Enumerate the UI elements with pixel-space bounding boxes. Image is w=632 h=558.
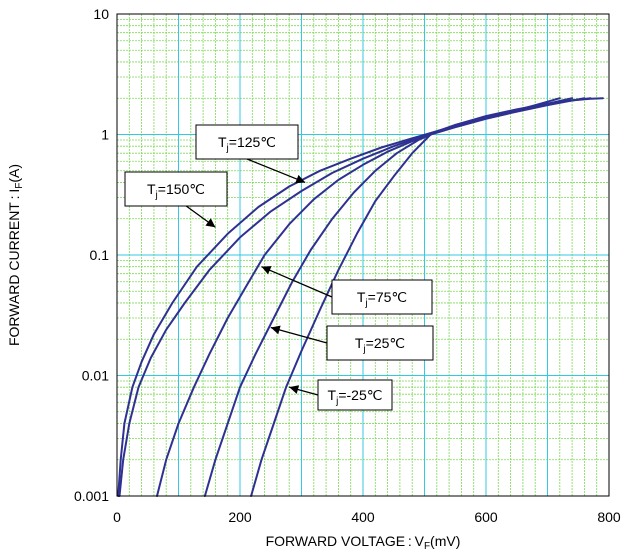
annotation-callout: Tj=75℃ (261, 266, 433, 315)
series-line--25 (250, 97, 604, 497)
annotation-arrowhead (261, 266, 272, 275)
annotation-arrow-line (246, 158, 306, 184)
annotation-callout: Tj=-25℃ (289, 379, 393, 411)
x-tick-label: 200 (228, 509, 252, 525)
annotation-box (317, 379, 393, 411)
y-tick-label: 1 (101, 127, 109, 143)
x-tick-label: 0 (113, 509, 121, 525)
y-tick-label: 0.1 (90, 247, 110, 263)
annotation-arrowhead (205, 218, 216, 228)
annotation-label: Tj=125℃ (218, 134, 276, 154)
annotation-box (331, 279, 433, 315)
x-axis-title: FORWARD VOLTAGE : VF(mV) (266, 533, 461, 552)
series-layer (117, 97, 604, 497)
series-line-75 (156, 97, 586, 497)
plot-frame (116, 13, 610, 497)
y-tick-labels: 0.001 0.01 0.1 1 10 (74, 6, 109, 504)
x-tick-label: 800 (597, 509, 621, 525)
annotation-arrowhead (289, 385, 300, 394)
y-axis-title: FORWARD CURRENT : IF(A) (6, 164, 25, 346)
annotations: Tj=125℃ Tj=150℃ Tj=75℃ Tj=25℃ Tj=-25℃ (124, 124, 434, 411)
y-tick-label: 0.01 (82, 368, 109, 384)
annotation-label: Tj=150℃ (147, 181, 205, 201)
annotation-label: Tj=25℃ (355, 335, 405, 355)
annotation-callout: Tj=125℃ (195, 124, 306, 184)
annotation-arrowhead (270, 325, 281, 335)
annotation-callout: Tj=150℃ (124, 171, 228, 228)
annotation-box (124, 171, 228, 207)
annotation-arrowhead (295, 174, 306, 184)
annotation-box (195, 124, 299, 160)
annotation-label: Tj=-25℃ (328, 387, 383, 407)
annotation-label: Tj=75℃ (357, 289, 407, 309)
annotation-arrow-line (261, 266, 333, 298)
major-gridlines (117, 14, 609, 496)
annotation-arrow-line (270, 326, 328, 344)
annotation-box (326, 325, 434, 361)
annotation-callout: Tj=25℃ (270, 325, 434, 361)
y-tick-label: 10 (93, 6, 109, 22)
x-tick-label: 600 (474, 509, 498, 525)
x-tick-label: 400 (351, 509, 375, 525)
x-tick-labels: 0 200 400 600 800 (113, 509, 621, 525)
y-tick-label: 0.001 (74, 488, 109, 504)
